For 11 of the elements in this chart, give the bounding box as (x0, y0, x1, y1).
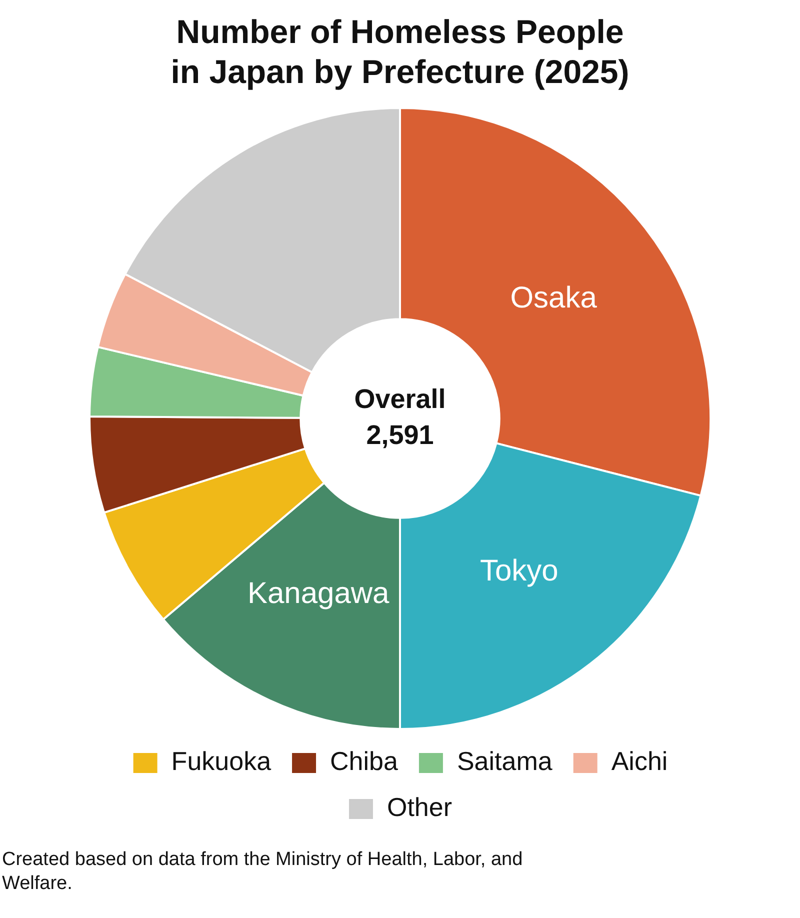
text: Created based on data from the Ministry of Health, Labor, and Welfare. (2, 848, 524, 896)
legend-label: Fukuoka (171, 746, 272, 776)
legend-label: Aichi (611, 746, 668, 776)
text: Overall 2,591 (354, 384, 446, 450)
slice-label: Tokyo (480, 554, 558, 588)
slice-label: Kanagawa (247, 577, 390, 610)
legend-label: Chiba (330, 746, 398, 776)
slice-label: Osaka (510, 282, 598, 315)
legend-label: Other (386, 792, 452, 822)
legend-label: Saitama (456, 746, 553, 776)
chart-title: Number of Homeless People in Japan by Prefecture (2025) (170, 12, 630, 92)
